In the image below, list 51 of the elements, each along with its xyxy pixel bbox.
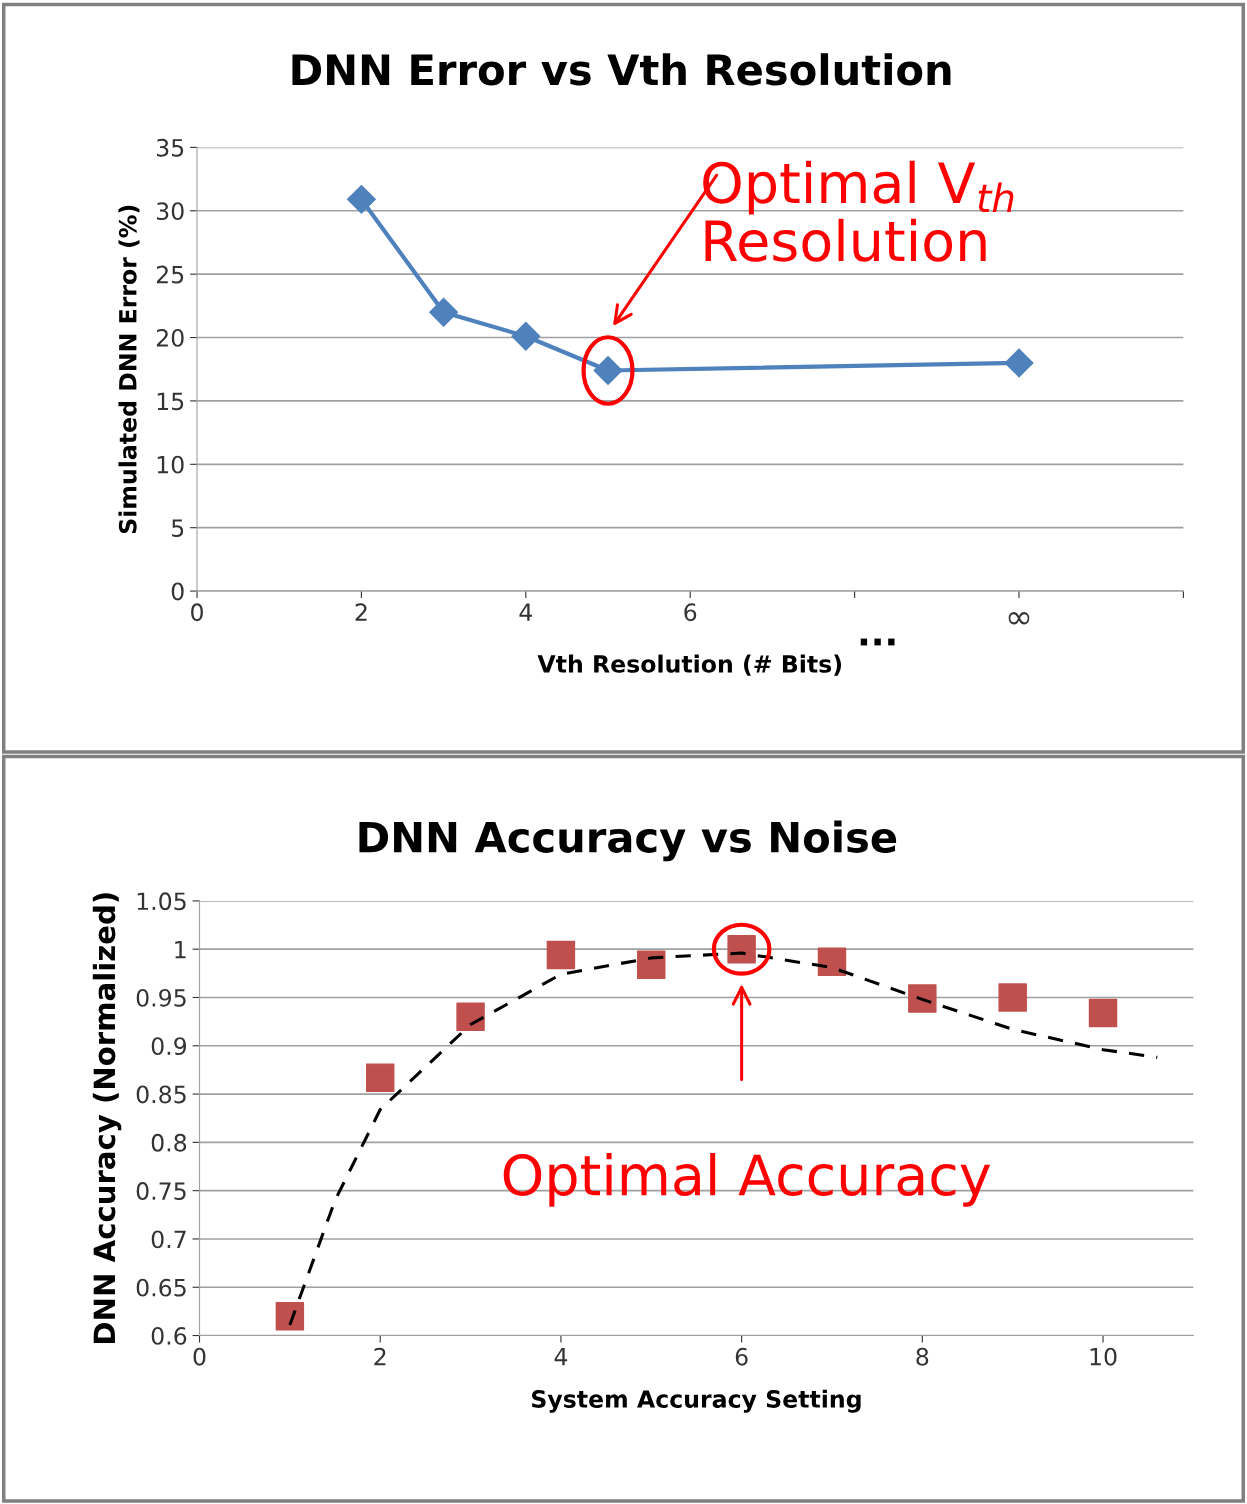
x-axis-title: System Accuracy Setting — [532, 1389, 861, 1413]
x-tick-label: 2 — [374, 1347, 386, 1366]
text: ... — [860, 638, 895, 646]
x-tick-label: 6 — [735, 1347, 748, 1366]
x-tick-label: 6 — [684, 603, 697, 622]
point — [275, 1302, 305, 1331]
y-tick-label: 15 — [157, 392, 184, 411]
y-tick-label: 25 — [156, 265, 184, 284]
y-tick-label: 0.6 — [151, 1327, 187, 1345]
x-tick-label: 10 — [1090, 1347, 1117, 1366]
point — [546, 940, 576, 970]
x-tick-label: ∞ — [1008, 611, 1030, 625]
y-tick-label: 5 — [172, 519, 184, 537]
y-tick-label: 0 — [171, 582, 184, 601]
y-tick-label: 20 — [156, 328, 184, 347]
point — [429, 297, 459, 327]
point — [346, 184, 376, 214]
y-tick-label: 30 — [156, 202, 184, 221]
annotation: Optimal V$_{th}$ Resolution — [703, 160, 1014, 262]
y-tick-label: 1 — [175, 940, 186, 959]
x-tick-label: 4 — [519, 603, 533, 621]
y-tick-label: 0.95 — [136, 988, 186, 1007]
x-axis-title: Vth Resolution (# Bits) — [537, 654, 841, 676]
y-axis-title: Simulated DNN Error (%) — [118, 205, 140, 534]
point — [637, 950, 666, 979]
y-axis-title: DNN Accuracy (Normalized) — [92, 893, 122, 1343]
point — [817, 947, 847, 976]
y-tick-label: 0.9 — [151, 1037, 187, 1056]
y-tick-label: 10 — [157, 455, 184, 474]
x-tick-label: 8 — [916, 1347, 929, 1366]
y-tick-label: 0.7 — [151, 1230, 186, 1249]
x-tick-label: 0 — [193, 1347, 206, 1366]
point — [365, 1063, 395, 1092]
point — [908, 984, 937, 1013]
point — [511, 321, 541, 351]
y-tick-label: 1.05 — [137, 892, 186, 911]
point — [1088, 998, 1118, 1028]
x-tick-label: 0 — [191, 603, 203, 622]
y-tick-label: 0.65 — [136, 1278, 186, 1297]
annotation: Optimal Accuracy — [503, 1153, 991, 1207]
x-tick-label: 2 — [355, 603, 367, 621]
point — [1004, 348, 1034, 378]
chart-title: DNN Error vs Vth Resolution — [292, 53, 951, 86]
point — [998, 983, 1027, 1012]
y-tick-label: 0.8 — [151, 1133, 187, 1152]
point — [456, 1002, 485, 1032]
y-tick-label: 0.85 — [136, 1085, 186, 1104]
y-tick-label: 35 — [156, 138, 184, 157]
y-tick-label: 0.75 — [136, 1182, 186, 1200]
x-tick-label: 4 — [554, 1348, 568, 1366]
chart-title: DNN Accuracy vs Noise — [359, 820, 897, 862]
